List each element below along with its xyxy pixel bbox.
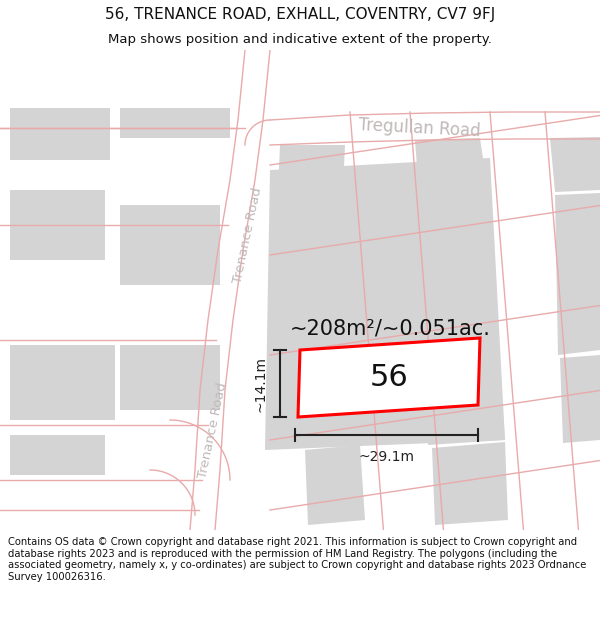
Text: 56: 56	[370, 363, 409, 392]
Bar	[10, 108, 110, 160]
Polygon shape	[555, 193, 600, 355]
Polygon shape	[265, 158, 505, 450]
Bar	[10, 345, 115, 420]
Polygon shape	[305, 445, 365, 525]
Text: Trenance Road: Trenance Road	[196, 381, 230, 479]
Polygon shape	[298, 338, 480, 417]
Polygon shape	[275, 145, 345, 260]
Text: Contains OS data © Crown copyright and database right 2021. This information is : Contains OS data © Crown copyright and d…	[8, 537, 586, 582]
Polygon shape	[420, 350, 505, 445]
Bar	[120, 205, 220, 285]
Polygon shape	[550, 137, 600, 192]
Bar	[10, 190, 105, 260]
Polygon shape	[415, 138, 490, 208]
Polygon shape	[280, 260, 355, 355]
Text: ~29.1m: ~29.1m	[359, 450, 415, 464]
Bar	[10, 435, 105, 475]
Bar	[120, 345, 220, 410]
Text: ~14.1m: ~14.1m	[254, 356, 268, 411]
Text: 56, TRENANCE ROAD, EXHALL, COVENTRY, CV7 9FJ: 56, TRENANCE ROAD, EXHALL, COVENTRY, CV7…	[105, 6, 495, 21]
Text: Tregullan Road: Tregullan Road	[358, 116, 482, 140]
Polygon shape	[560, 355, 600, 443]
Polygon shape	[415, 208, 498, 355]
Text: Trenance Road: Trenance Road	[232, 186, 265, 284]
Polygon shape	[295, 358, 365, 445]
Polygon shape	[432, 442, 508, 525]
Text: Map shows position and indicative extent of the property.: Map shows position and indicative extent…	[108, 32, 492, 46]
Bar	[120, 108, 230, 138]
Text: ~208m²/~0.051ac.: ~208m²/~0.051ac.	[290, 318, 491, 338]
